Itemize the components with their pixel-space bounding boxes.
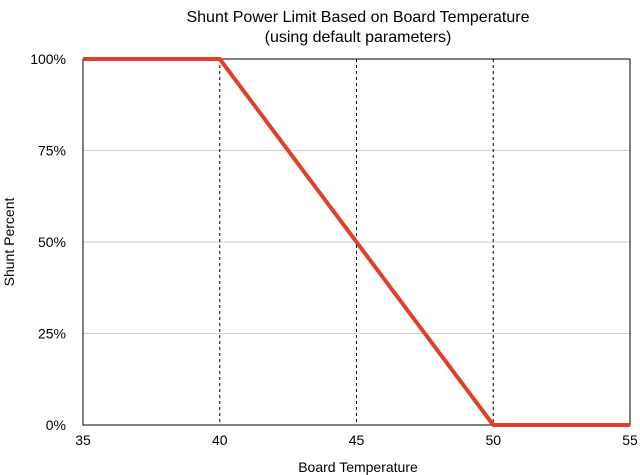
chart-subtitle: (using default parameters) <box>265 29 452 46</box>
y-axis-title: Shunt Percent <box>1 198 17 287</box>
series-group <box>83 57 630 427</box>
y-tick-label: 100% <box>30 51 66 67</box>
y-tick-label: 0% <box>46 417 66 433</box>
x-tick-label: 55 <box>622 432 638 448</box>
series-line <box>83 57 630 427</box>
x-tick-label: 50 <box>485 432 501 448</box>
y-tick-label: 25% <box>38 326 66 342</box>
y-tick-label: 75% <box>38 143 66 159</box>
y-tick-labels: 0% 25% 50% 75% 100% <box>30 51 66 433</box>
y-tick-label: 50% <box>38 234 66 250</box>
x-tick-label: 35 <box>75 432 91 448</box>
plot-area-frame <box>82 58 631 426</box>
x-axis-title: Board Temperature <box>298 459 418 475</box>
x-tick-label: 45 <box>349 432 365 448</box>
x-tick-labels: 35 40 45 50 55 <box>75 432 638 448</box>
x-tick-label: 40 <box>212 432 228 448</box>
chart-title: Shunt Power Limit Based on Board Tempera… <box>186 9 529 26</box>
